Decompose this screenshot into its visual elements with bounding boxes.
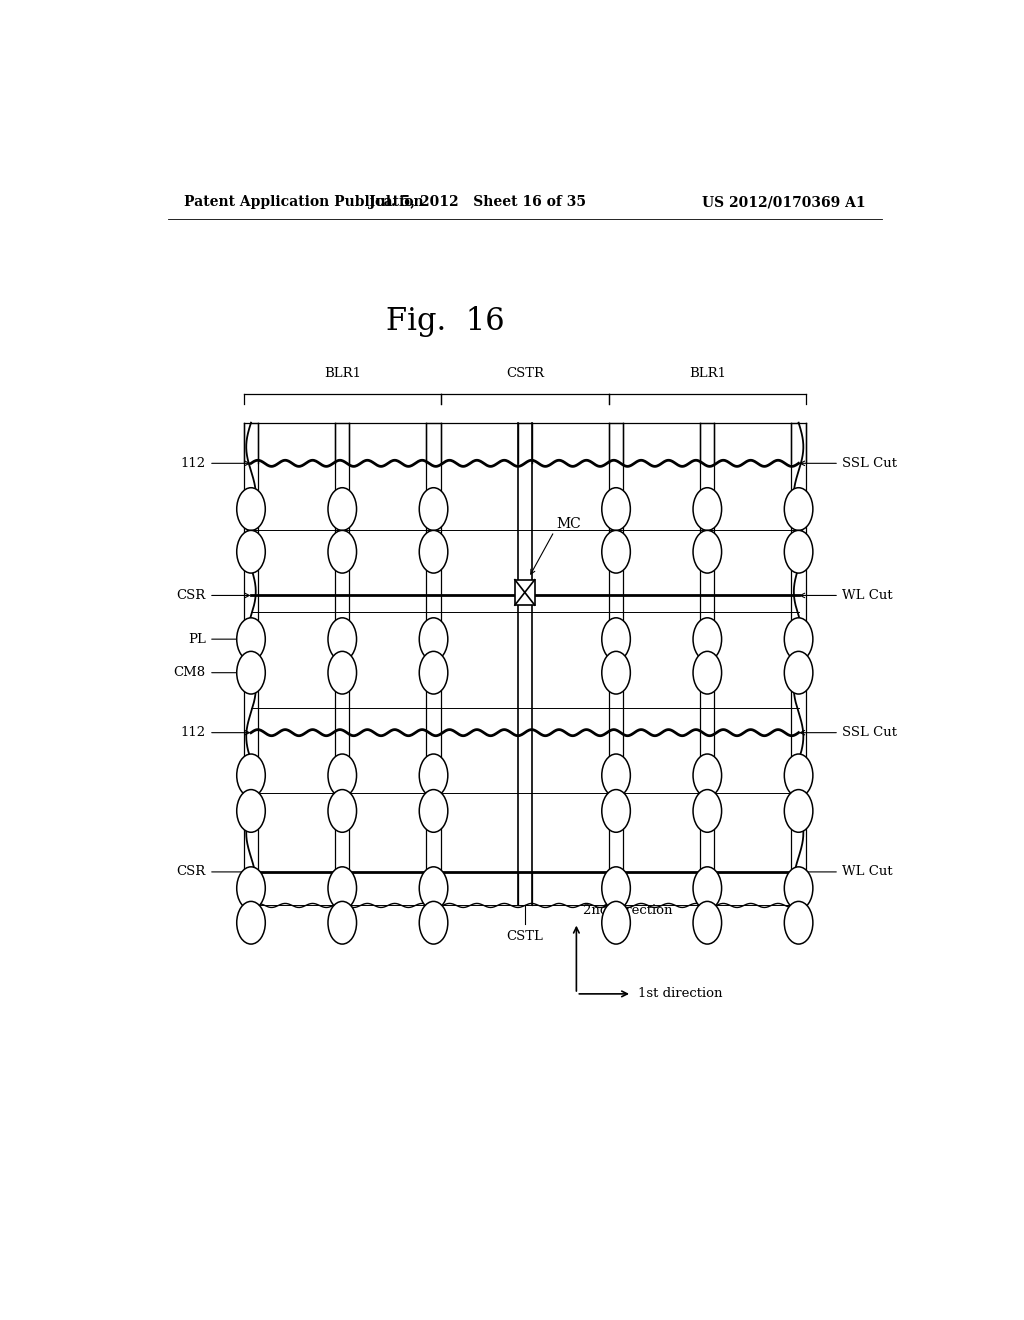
Bar	[515, 579, 535, 605]
Ellipse shape	[328, 531, 356, 573]
Text: BLR1: BLR1	[324, 367, 360, 380]
Ellipse shape	[419, 789, 447, 833]
Ellipse shape	[602, 531, 631, 573]
Ellipse shape	[784, 531, 813, 573]
Ellipse shape	[419, 651, 447, 694]
Text: 2nd direction: 2nd direction	[583, 904, 672, 916]
Ellipse shape	[693, 531, 722, 573]
Ellipse shape	[419, 531, 447, 573]
Ellipse shape	[419, 902, 447, 944]
Text: CSTR: CSTR	[506, 367, 544, 380]
Ellipse shape	[328, 487, 356, 531]
Text: PL: PL	[187, 632, 206, 645]
Text: CM8: CM8	[174, 667, 206, 680]
Ellipse shape	[328, 867, 356, 909]
Text: 112: 112	[180, 726, 206, 739]
Text: US 2012/0170369 A1: US 2012/0170369 A1	[702, 195, 866, 209]
Text: BL: BL	[333, 929, 351, 942]
Text: Patent Application Publication: Patent Application Publication	[183, 195, 423, 209]
Ellipse shape	[602, 902, 631, 944]
Ellipse shape	[784, 618, 813, 660]
Ellipse shape	[419, 487, 447, 531]
Ellipse shape	[237, 902, 265, 944]
Text: MC: MC	[557, 517, 582, 532]
Text: WL Cut: WL Cut	[842, 589, 893, 602]
Ellipse shape	[784, 754, 813, 797]
Ellipse shape	[784, 651, 813, 694]
Ellipse shape	[602, 487, 631, 531]
Ellipse shape	[602, 867, 631, 909]
Ellipse shape	[328, 618, 356, 660]
Text: WL Cut: WL Cut	[842, 866, 893, 878]
Ellipse shape	[237, 789, 265, 833]
Ellipse shape	[693, 651, 722, 694]
Text: 1st direction: 1st direction	[638, 987, 723, 1001]
Ellipse shape	[784, 867, 813, 909]
Ellipse shape	[693, 618, 722, 660]
Ellipse shape	[328, 789, 356, 833]
Text: SSL Cut: SSL Cut	[842, 726, 897, 739]
Ellipse shape	[237, 867, 265, 909]
Ellipse shape	[237, 487, 265, 531]
Ellipse shape	[602, 789, 631, 833]
Ellipse shape	[419, 867, 447, 909]
Ellipse shape	[237, 531, 265, 573]
Ellipse shape	[328, 651, 356, 694]
Ellipse shape	[237, 618, 265, 660]
Ellipse shape	[693, 867, 722, 909]
Text: CSR: CSR	[176, 589, 206, 602]
Ellipse shape	[602, 754, 631, 797]
Ellipse shape	[693, 789, 722, 833]
Text: Jul. 5, 2012   Sheet 16 of 35: Jul. 5, 2012 Sheet 16 of 35	[369, 195, 586, 209]
Text: SSL Cut: SSL Cut	[842, 457, 897, 470]
Text: CSTL: CSTL	[506, 929, 544, 942]
Ellipse shape	[602, 618, 631, 660]
Ellipse shape	[693, 902, 722, 944]
Ellipse shape	[784, 789, 813, 833]
Ellipse shape	[602, 651, 631, 694]
Text: 112: 112	[180, 457, 206, 470]
Ellipse shape	[237, 754, 265, 797]
Text: Fig.  16: Fig. 16	[386, 305, 505, 337]
Ellipse shape	[419, 618, 447, 660]
Ellipse shape	[784, 902, 813, 944]
Ellipse shape	[784, 487, 813, 531]
Text: CSR: CSR	[176, 866, 206, 878]
Text: BLR1: BLR1	[689, 367, 726, 380]
Ellipse shape	[419, 754, 447, 797]
Ellipse shape	[693, 754, 722, 797]
Ellipse shape	[693, 487, 722, 531]
Ellipse shape	[328, 902, 356, 944]
Ellipse shape	[237, 651, 265, 694]
Ellipse shape	[328, 754, 356, 797]
